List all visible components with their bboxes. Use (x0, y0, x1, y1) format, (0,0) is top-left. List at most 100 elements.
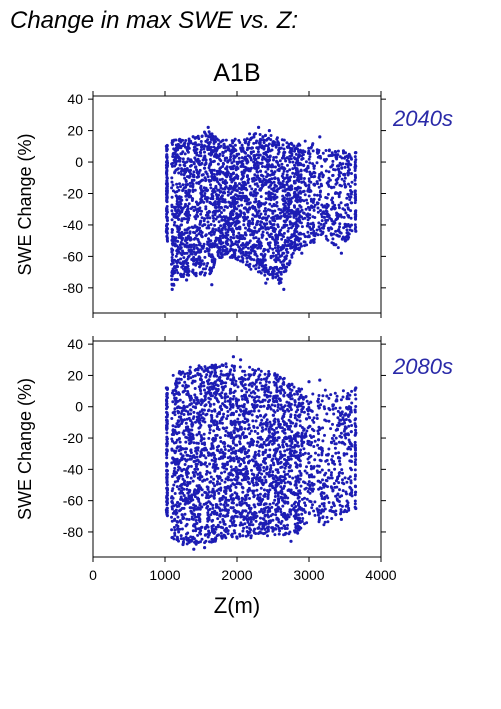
data-point (243, 522, 247, 526)
data-point (261, 255, 265, 258)
data-point (337, 206, 341, 210)
data-point (203, 223, 207, 227)
data-point (166, 227, 169, 231)
data-point (302, 177, 306, 180)
data-point (279, 485, 283, 489)
data-point (211, 524, 215, 527)
data-point (188, 245, 192, 249)
data-point (237, 204, 241, 208)
data-point (173, 242, 177, 246)
data-point (186, 143, 190, 147)
data-point (276, 152, 280, 156)
data-point (252, 141, 256, 145)
data-point (299, 242, 303, 246)
data-point (276, 225, 280, 229)
data-point (349, 189, 352, 192)
data-point (228, 143, 232, 147)
data-point (212, 178, 216, 182)
data-point (194, 148, 198, 152)
data-point (312, 482, 316, 486)
data-point (274, 155, 278, 159)
data-point (164, 144, 168, 148)
data-point (285, 141, 289, 145)
data-point (251, 221, 254, 225)
data-point (196, 533, 200, 537)
data-point (315, 193, 319, 197)
data-point (193, 145, 197, 149)
data-point (185, 447, 188, 451)
data-point (216, 253, 220, 257)
data-point (209, 480, 213, 484)
data-point (276, 177, 280, 181)
data-point (198, 222, 202, 226)
data-point (329, 427, 333, 431)
data-point (185, 208, 189, 212)
data-point (223, 395, 227, 399)
data-point (281, 179, 285, 183)
data-point (262, 494, 266, 498)
data-point (248, 527, 252, 530)
data-point (271, 251, 275, 255)
data-point (294, 221, 298, 225)
data-point (181, 400, 185, 404)
data-point (276, 409, 280, 412)
data-point (321, 173, 325, 177)
data-point (265, 179, 269, 183)
data-point (294, 461, 297, 465)
data-point (219, 166, 223, 170)
data-point (331, 407, 335, 411)
data-point (273, 498, 277, 502)
data-point (268, 155, 272, 158)
data-point (165, 199, 169, 203)
data-point (240, 389, 244, 393)
data-point (274, 233, 278, 237)
data-point (200, 270, 204, 274)
data-point (241, 486, 245, 490)
data-point (179, 172, 183, 176)
data-point (198, 150, 202, 154)
data-point (258, 240, 262, 244)
data-point (178, 163, 182, 167)
data-point (165, 503, 169, 507)
data-point (205, 373, 209, 377)
data-point (229, 155, 233, 159)
data-point (258, 153, 262, 157)
data-point (260, 144, 264, 148)
data-point (331, 159, 335, 163)
data-point (220, 206, 223, 210)
data-point (223, 252, 227, 256)
data-point (235, 215, 238, 219)
data-point (183, 389, 187, 393)
data-point (278, 211, 282, 215)
data-point (353, 468, 357, 472)
data-point (228, 158, 232, 162)
data-point (332, 232, 336, 236)
data-point (239, 237, 243, 240)
data-point (204, 207, 208, 211)
data-point (170, 250, 174, 254)
data-point (344, 418, 348, 421)
data-point (280, 182, 284, 186)
data-point (203, 192, 207, 195)
data-point (274, 513, 278, 517)
data-point (282, 231, 286, 235)
data-point (229, 465, 233, 469)
data-point (216, 245, 220, 249)
data-point (311, 149, 315, 153)
data-point (177, 419, 181, 423)
data-point (276, 163, 280, 167)
data-point (189, 451, 193, 455)
data-point (261, 183, 265, 186)
data-point (268, 220, 272, 224)
data-point (186, 377, 190, 381)
data-point (281, 251, 285, 255)
data-point (270, 181, 274, 185)
data-point (189, 237, 193, 241)
data-point (329, 226, 333, 230)
data-point (290, 397, 294, 401)
data-point (316, 513, 320, 517)
data-point (175, 216, 179, 220)
data-point (283, 404, 287, 408)
data-point (249, 429, 253, 433)
data-point (290, 152, 294, 156)
